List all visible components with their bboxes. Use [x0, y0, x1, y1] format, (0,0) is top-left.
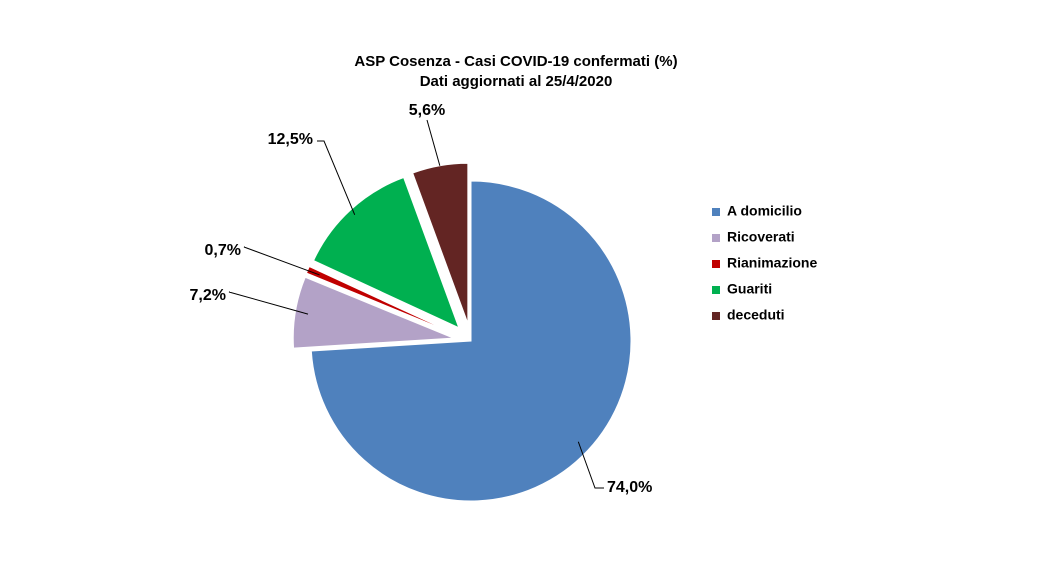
chart-subtitle: Dati aggiornati al 25/4/2020 — [420, 73, 613, 90]
pie-slice-guariti — [312, 176, 460, 329]
leader-line — [317, 140, 356, 215]
legend-label: deceduti — [727, 307, 785, 323]
data-label: 7,2% — [190, 287, 226, 304]
legend-swatch — [712, 208, 720, 216]
chart-title: ASP Cosenza - Casi COVID-19 confermati (… — [354, 53, 677, 70]
pie-slice-ricoverati — [292, 276, 454, 349]
data-label: 5,6% — [409, 102, 445, 119]
data-label: 74,0% — [607, 479, 652, 496]
leader-line — [577, 441, 604, 489]
pie-slice-a-domicilio — [310, 180, 632, 502]
legend-swatch — [712, 312, 720, 320]
legend-label: Guariti — [727, 281, 772, 297]
legend-label: Ricoverati — [727, 229, 795, 245]
legend-swatch — [712, 234, 720, 242]
data-labels: 74,0% 7,2% 0,7% 12,5% 5,6% — [190, 102, 653, 496]
legend-swatch — [712, 286, 720, 294]
legend: A domicilio Ricoverati Rianimazione Guariti… — [712, 203, 817, 323]
data-label: 12,5% — [268, 131, 313, 148]
pie-slice-rianimazione — [305, 265, 455, 335]
leader-line — [228, 291, 309, 315]
data-label: 0,7% — [205, 242, 241, 259]
pie-slices — [292, 162, 632, 502]
legend-swatch — [712, 260, 720, 268]
leader-lines — [228, 119, 604, 489]
legend-label: A domicilio — [727, 203, 802, 219]
leader-line — [243, 246, 320, 276]
legend-label: Rianimazione — [727, 255, 817, 271]
leader-line — [426, 119, 441, 166]
